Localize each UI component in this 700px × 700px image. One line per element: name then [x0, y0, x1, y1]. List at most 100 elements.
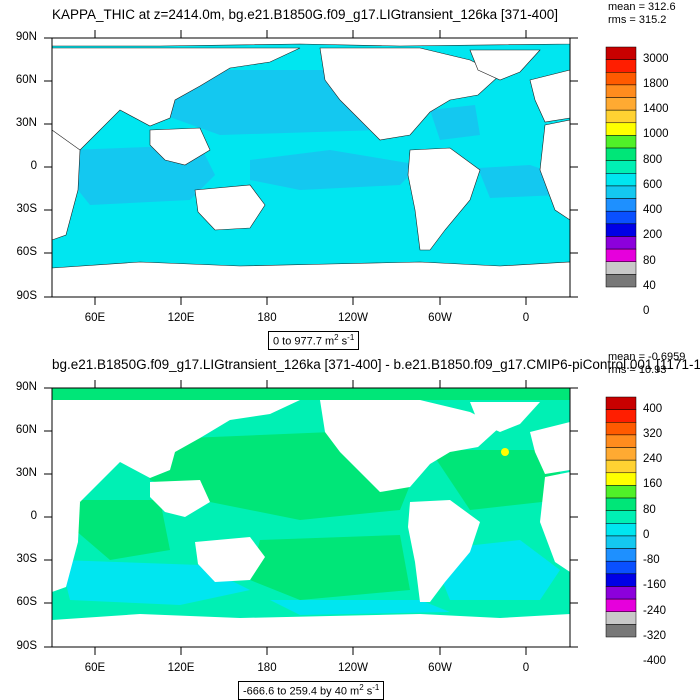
- panel2-range-text: -666.6 to 259.4 by 40 m: [243, 685, 360, 698]
- panel1-range-exp: -1: [347, 333, 355, 342]
- panel2-lon-label: 120W: [337, 662, 369, 674]
- colorbar-swatch: [605, 510, 637, 524]
- colorbar-swatch: [605, 72, 637, 86]
- colorbar-tick-label: -400: [643, 655, 667, 668]
- colorbar-tick-label: 1400: [643, 103, 669, 116]
- panel1-title: KAPPA_THIC at z=2414.0m, bg.e21.B1850G.f…: [52, 7, 558, 22]
- colorbar-tick-label: 800: [643, 153, 663, 166]
- colorbar-swatch: [605, 135, 637, 149]
- panel1-mean: mean = 312.6: [608, 1, 676, 13]
- colorbar-swatch: [605, 485, 637, 499]
- colorbar-swatch: [605, 523, 637, 537]
- colorbar-tick-label: 80: [643, 503, 656, 516]
- colorbar-swatch: [605, 598, 637, 612]
- colorbar-swatch: [605, 236, 637, 250]
- panel1-range-box: 0 to 977.7 m2 s-1: [268, 331, 360, 350]
- colorbar-swatch: [605, 198, 637, 212]
- panel1-colorbar: [605, 46, 637, 288]
- panel1-lat-label: 60N: [15, 74, 37, 86]
- panel2-mean: mean = -0.6959: [608, 351, 686, 363]
- colorbar-tick-label: 400: [643, 204, 663, 217]
- colorbar-swatch: [605, 84, 637, 98]
- colorbar-swatch: [605, 248, 637, 262]
- colorbar-tick-label: 400: [643, 402, 663, 415]
- colorbar-swatch: [605, 434, 637, 448]
- colorbar-swatch: [605, 223, 637, 237]
- panel2-ticks: [44, 380, 578, 655]
- panel1-map: [44, 30, 637, 305]
- panel2-lat-label: 0: [30, 510, 37, 522]
- panel2-lat-label: 60S: [16, 596, 37, 608]
- colorbar-tick-label: 160: [643, 478, 663, 491]
- panel-difference: bg.e21.B1850G.f09_g17.LIGtransient_126ka…: [0, 350, 700, 700]
- panel1-range-text: 0 to 977.7 m: [273, 335, 335, 348]
- panel1-lat-label: 30N: [15, 117, 37, 129]
- panel1-lon-label: 60W: [428, 312, 452, 324]
- panel1-rms: rms = 315.2: [608, 14, 667, 26]
- colorbar-tick-label: -80: [643, 554, 660, 567]
- panel2-title: bg.e21.B1850G.f09_g17.LIGtransient_126ka…: [52, 357, 700, 372]
- colorbar-swatch: [605, 560, 637, 575]
- colorbar-swatch: [605, 97, 637, 111]
- colorbar-swatch: [605, 422, 637, 436]
- panel2-map: [44, 380, 637, 655]
- colorbar-tick-label: 0: [643, 528, 650, 541]
- colorbar-swatch: [605, 548, 637, 562]
- panel2-range-units-exp: 2: [359, 683, 364, 692]
- colorbar-tick-label: 320: [643, 427, 663, 440]
- colorbar-swatch: [605, 122, 637, 136]
- panel1-lon-label: 120E: [167, 312, 195, 324]
- colorbar-swatch: [605, 472, 637, 486]
- colorbar-swatch: [605, 147, 637, 161]
- panel1-lat-label: 90S: [16, 290, 37, 302]
- panel1-lon-label: 60E: [84, 312, 106, 324]
- panel2-lat-label: 90N: [15, 381, 37, 393]
- colorbar-tick-label: 240: [643, 453, 663, 466]
- colorbar-swatch: [605, 261, 637, 275]
- colorbar-swatch: [605, 210, 637, 225]
- colorbar-swatch: [605, 586, 637, 600]
- panel2-lat-label: 60N: [15, 424, 37, 436]
- colorbar-swatch: [605, 497, 637, 511]
- colorbar-tick-label: 200: [643, 229, 663, 242]
- colorbar-swatch: [605, 59, 637, 73]
- panel2-lon-label: 180: [257, 662, 277, 674]
- panel1-lon-label: 120W: [337, 312, 369, 324]
- panel2-lon-label: 60E: [84, 662, 106, 674]
- panel2-lon-label: 0: [522, 662, 530, 674]
- panel2-land: [52, 400, 570, 647]
- colorbar-swatch: [605, 396, 637, 410]
- colorbar-swatch: [605, 573, 637, 587]
- colorbar-tick-label: 1800: [643, 77, 669, 90]
- panel2-colorbar: [605, 396, 637, 638]
- colorbar-tick-label: 40: [643, 280, 656, 292]
- colorbar-swatch: [605, 185, 637, 199]
- panel2-lon-label: 60W: [428, 662, 452, 674]
- colorbar-tick-label: 0: [643, 305, 650, 318]
- colorbar-tick-label: -240: [643, 604, 667, 617]
- panel1-land: [51, 37, 571, 298]
- colorbar-swatch: [605, 160, 637, 174]
- panel-kappa-thic: KAPPA_THIC at z=2414.0m, bg.e21.B1850G.f…: [15, 1, 676, 350]
- panel1-lat-label: 60S: [16, 246, 37, 258]
- panel1-lon-label: 180: [257, 312, 277, 324]
- colorbar-swatch: [605, 109, 637, 124]
- panel2-lat-label: 90S: [16, 640, 37, 652]
- panel2-cyan-regions: [60, 540, 560, 615]
- panel1-ticks: [44, 30, 578, 305]
- panel2-range-box: -666.6 to 259.4 by 40 m2 s-1: [238, 681, 385, 700]
- colorbar-tick-label: 1000: [643, 128, 669, 141]
- panel1-lon-label: 0: [522, 312, 530, 324]
- colorbar-tick-label: 3000: [643, 52, 669, 65]
- panel1-lat-label: 30S: [16, 203, 37, 215]
- colorbar-swatch: [605, 459, 637, 474]
- panel2-range-exp: -1: [372, 683, 380, 692]
- colorbar-swatch: [605, 173, 637, 187]
- colorbar-tick-label: 80: [643, 254, 656, 267]
- colorbar-swatch: [605, 274, 637, 288]
- panel2-lat-label: 30N: [15, 467, 37, 479]
- colorbar-swatch: [605, 535, 637, 549]
- panel1-range-units-exp: 2: [334, 333, 339, 342]
- panel2-range-suffix: s: [363, 685, 373, 698]
- colorbar-swatch: [605, 409, 637, 423]
